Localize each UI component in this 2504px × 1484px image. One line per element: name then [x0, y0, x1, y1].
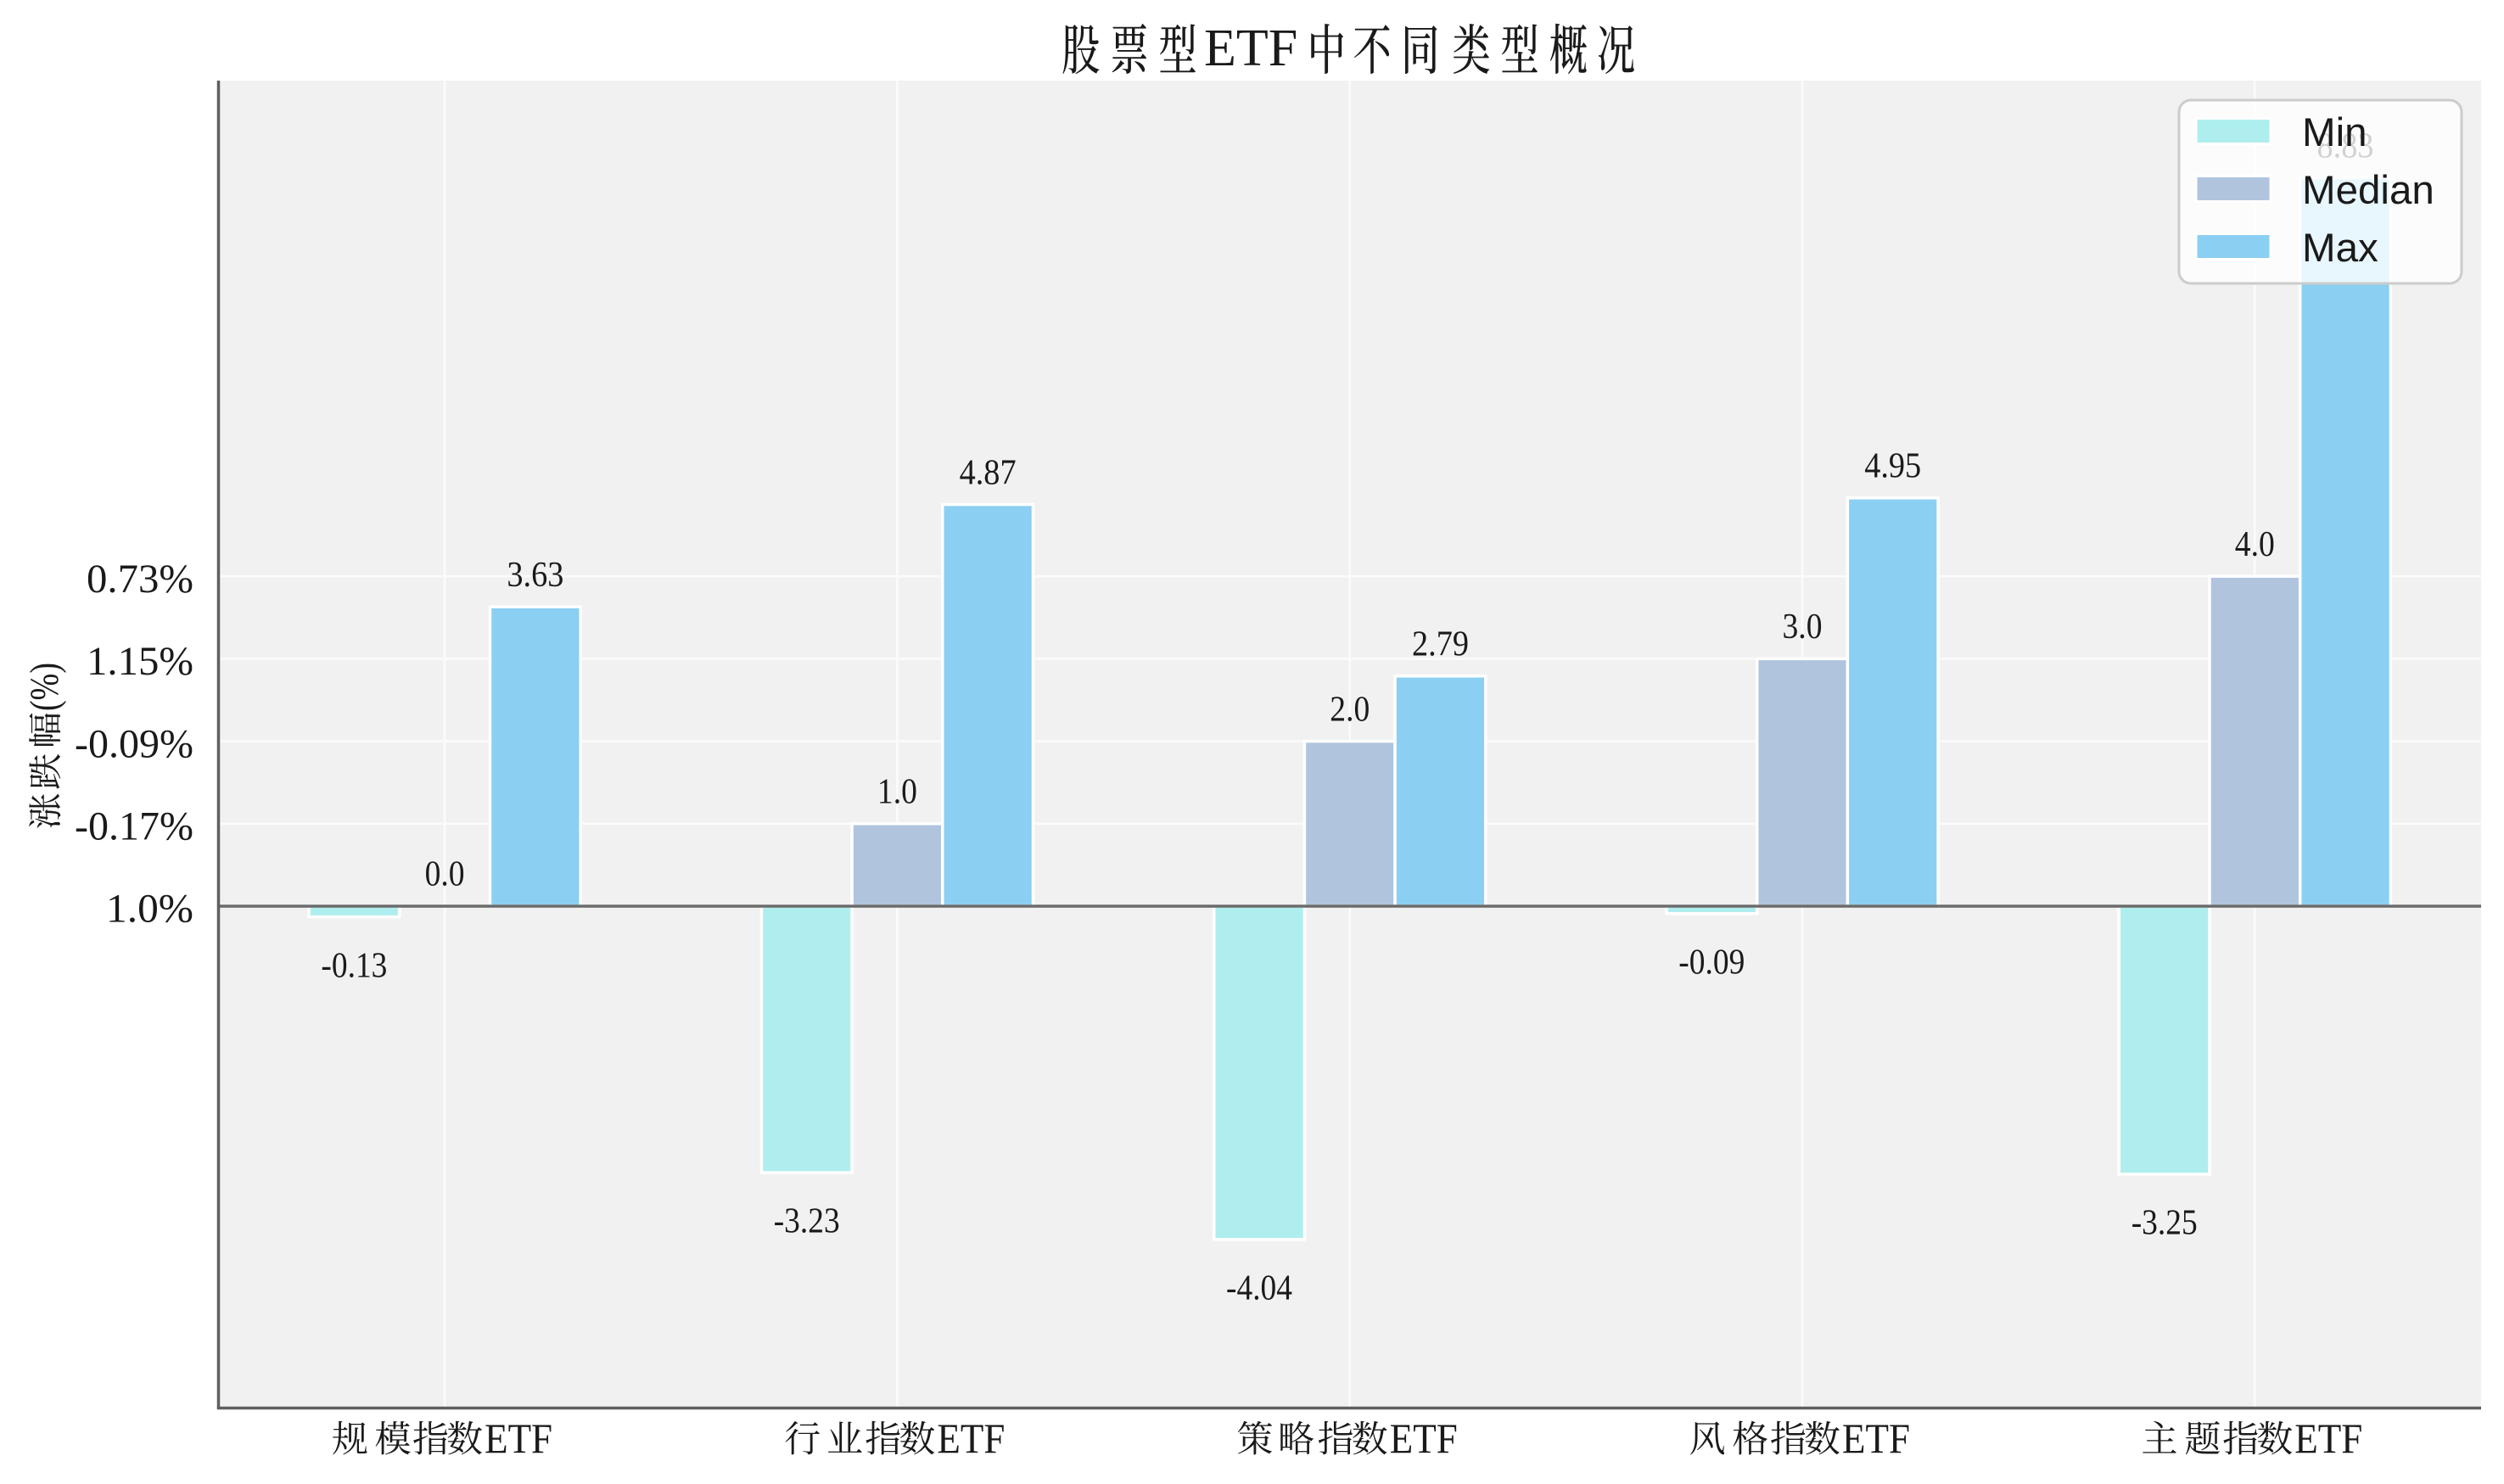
svg-text:ETF: ETF — [1842, 1414, 1910, 1462]
svg-text:3.63: 3.63 — [507, 556, 563, 595]
svg-text:(%): (%) — [22, 663, 67, 711]
svg-text:Median: Median — [2302, 168, 2434, 213]
svg-text:1.0%: 1.0% — [106, 887, 193, 932]
svg-text:ETF: ETF — [485, 1414, 552, 1462]
svg-text:-3.23: -3.23 — [774, 1202, 840, 1241]
svg-text:ETF: ETF — [2294, 1414, 2362, 1462]
svg-text:-0.09: -0.09 — [1678, 943, 1745, 982]
svg-text:4.87: 4.87 — [960, 453, 1017, 492]
svg-text:ETF: ETF — [1204, 20, 1297, 77]
svg-text:ETF: ETF — [1390, 1414, 1458, 1462]
svg-text:-0.13: -0.13 — [321, 946, 387, 985]
svg-text:ETF: ETF — [937, 1414, 1005, 1462]
svg-text:0.73%: 0.73% — [87, 557, 193, 602]
svg-text:2.0: 2.0 — [1330, 690, 1370, 729]
svg-text:-3.25: -3.25 — [2131, 1204, 2198, 1243]
svg-text:4.95: 4.95 — [1864, 447, 1921, 486]
svg-text:-0.17%: -0.17% — [75, 804, 193, 849]
svg-text:-4.04: -4.04 — [1226, 1268, 1292, 1308]
svg-text:4.0: 4.0 — [2235, 525, 2275, 564]
svg-text:0.0: 0.0 — [425, 855, 465, 894]
svg-text:2.79: 2.79 — [1412, 625, 1469, 664]
svg-text:3.0: 3.0 — [1783, 608, 1823, 647]
svg-text:1.0: 1.0 — [877, 773, 917, 812]
svg-text:Min: Min — [2302, 110, 2367, 155]
svg-text:-0.09%: -0.09% — [75, 721, 193, 766]
svg-text:1.15%: 1.15% — [87, 639, 193, 684]
svg-text:Max: Max — [2302, 226, 2378, 271]
